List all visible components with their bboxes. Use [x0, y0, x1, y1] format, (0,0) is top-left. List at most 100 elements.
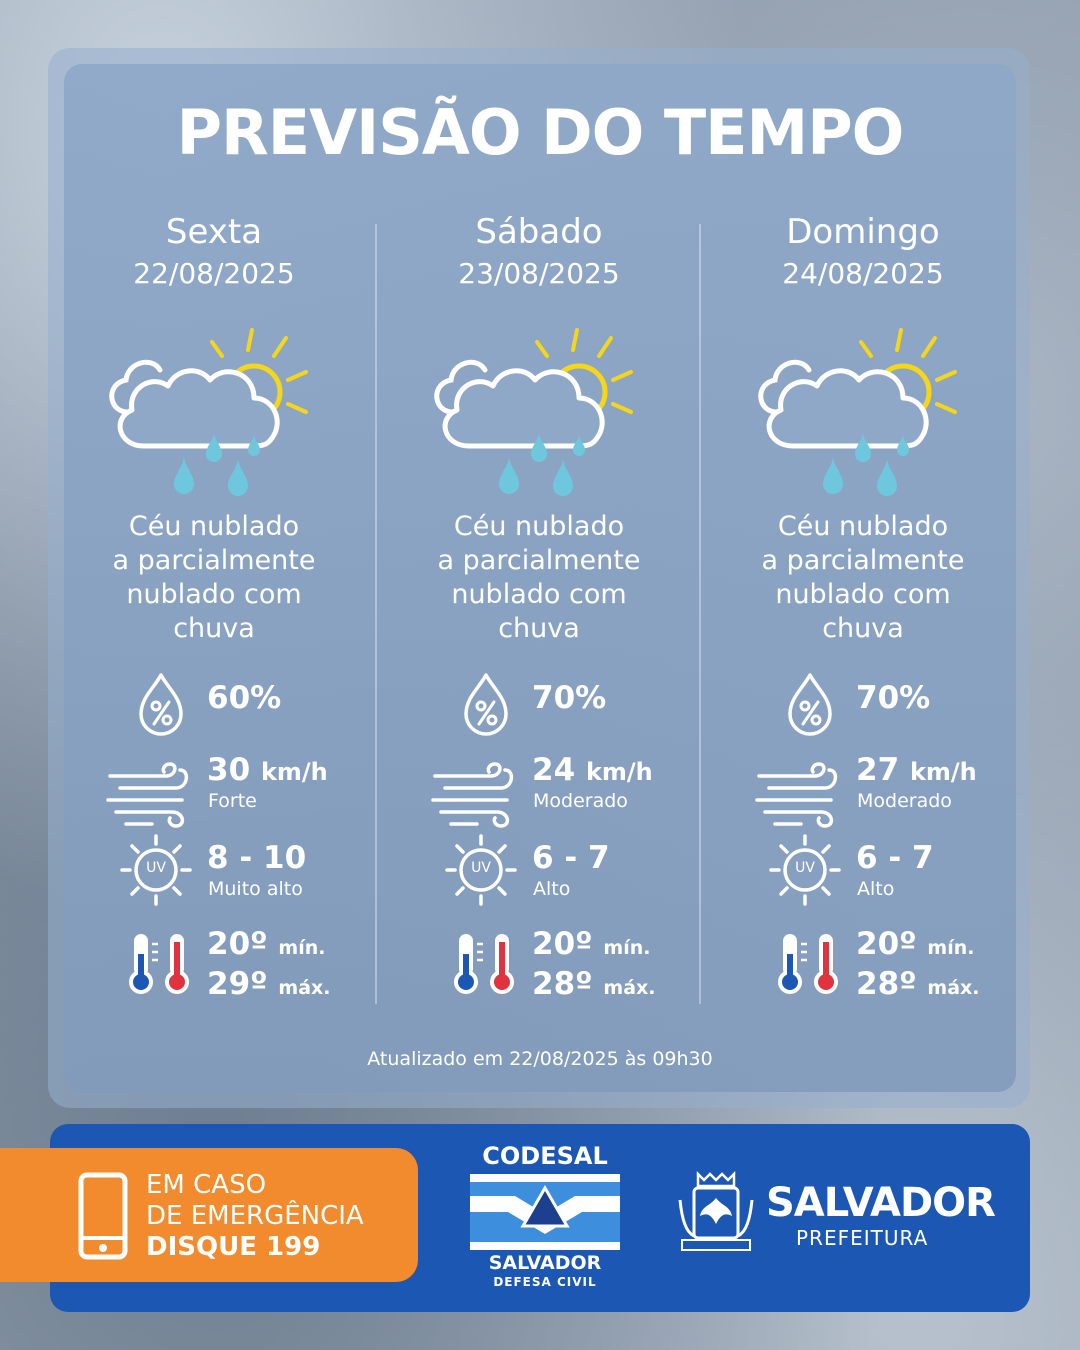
day-column: Sexta 22/08/2025 Céu nublado a parcialme…: [64, 210, 364, 1002]
wind-row: 24 km/h Moderado: [389, 748, 689, 828]
salvador-logo-sub: PREFEITURA: [796, 1226, 929, 1250]
forecast-panel: [64, 64, 1016, 1092]
temp-min-label: mín.: [927, 937, 975, 959]
wind-icon: [755, 762, 838, 828]
codesal-logo-sub: DEFESA CIVIL: [493, 1275, 597, 1289]
temp-min-label: mín.: [278, 937, 326, 959]
description-line: a parcialmente: [437, 545, 641, 576]
rain-cloud-sun-icon: [434, 328, 633, 496]
temp-max-label: máx.: [278, 977, 331, 999]
temp-min-value: 20º: [856, 926, 917, 962]
description-line: nublado com: [126, 579, 302, 610]
rain-chance-row: 70%: [713, 666, 1013, 736]
phone-icon: [78, 1172, 128, 1260]
day-date: 24/08/2025: [782, 257, 944, 290]
day-date: 23/08/2025: [458, 257, 620, 290]
description-line: chuva: [173, 613, 255, 644]
emergency-phone: DISQUE 199: [146, 1232, 321, 1262]
rain-chance-row: 60%: [64, 666, 364, 736]
uv-value: 6 - 7: [532, 840, 610, 876]
rain-chance-value: 60%: [207, 680, 282, 716]
wind-icon: [106, 762, 189, 828]
uv-icon-label: UV: [146, 860, 166, 876]
emergency-line-2: DE EMERGÊNCIA: [146, 1201, 364, 1231]
temp-min-value: 20º: [532, 926, 593, 962]
uv-sun-icon: [445, 834, 517, 906]
uv-icon-label: UV: [795, 860, 815, 876]
description-line: Céu nublado: [777, 511, 949, 542]
wind-speed-value: 27: [856, 752, 900, 788]
wind-speed-unit: km/h: [260, 758, 328, 786]
uv-label: Muito alto: [208, 878, 303, 900]
day-name: Sábado: [475, 212, 603, 252]
rain-cloud-sun-icon: [109, 328, 308, 496]
wind-speed-unit: km/h: [909, 758, 977, 786]
description-line: chuva: [822, 613, 904, 644]
thermometers-icon: [129, 934, 189, 994]
description-line: a parcialmente: [112, 545, 316, 576]
description-line: nublado com: [775, 579, 951, 610]
uv-label: Alto: [533, 878, 571, 900]
uv-row: 8 - 10 Muito alto UV: [64, 834, 364, 906]
rain-chance-value: 70%: [532, 680, 607, 716]
codesal-logo-icon: [470, 1174, 620, 1250]
wind-speed-unit: km/h: [585, 758, 653, 786]
description-line: a parcialmente: [761, 545, 965, 576]
wind-row: 30 km/h Forte: [64, 748, 364, 828]
temperature-row: 20º mín. 28º máx.: [389, 926, 689, 1002]
column-divider: [375, 224, 377, 1004]
description-line: Céu nublado: [128, 511, 300, 542]
temp-max-value: 28º: [532, 966, 593, 1002]
salvador-coat-of-arms-icon: [678, 1170, 754, 1251]
page-title: PREVISÃO DO TEMPO: [176, 96, 905, 169]
emergency-line-1: EM CASO: [146, 1170, 267, 1200]
wind-label: Forte: [208, 790, 257, 812]
codesal-logo-title: CODESAL: [482, 1142, 608, 1170]
temp-max-value: 29º: [207, 966, 268, 1002]
day-name: Sexta: [165, 212, 263, 252]
weather-description: Céu nublado a parcialmente nublado com c…: [713, 510, 1013, 646]
description-line: chuva: [498, 613, 580, 644]
emergency-banner[interactable]: [0, 1148, 418, 1282]
temp-min-label: mín.: [603, 937, 651, 959]
rain-cloud-sun-icon: [758, 328, 957, 496]
day-date: 22/08/2025: [133, 257, 295, 290]
temp-max-value: 28º: [856, 966, 917, 1002]
salvador-logo-title: SALVADOR: [766, 1180, 996, 1226]
uv-label: Alto: [857, 878, 895, 900]
wind-label: Moderado: [533, 790, 628, 812]
weather-description: Céu nublado a parcialmente nublado com c…: [389, 510, 689, 646]
wind-row: 27 km/h Moderado: [713, 748, 1013, 828]
thermometers-icon: [454, 934, 514, 994]
temp-min-value: 20º: [207, 926, 268, 962]
wind-icon: [431, 762, 514, 828]
uv-icon-label: UV: [471, 860, 491, 876]
wind-label: Moderado: [857, 790, 952, 812]
day-column: Domingo 24/08/2025 Céu nublado a parcial…: [713, 210, 1013, 1002]
uv-row: 6 - 7 Alto UV: [389, 834, 689, 906]
rain-drop-percent-icon: [139, 673, 183, 736]
uv-value: 6 - 7: [856, 840, 934, 876]
temp-max-label: máx.: [603, 977, 656, 999]
day-column: Sábado 23/08/2025 Céu nublado a parcialm…: [389, 210, 689, 1002]
codesal-logo-city: SALVADOR: [488, 1252, 602, 1274]
uv-row: 6 - 7 Alto UV: [713, 834, 1013, 906]
description-line: Céu nublado: [453, 511, 625, 542]
temp-max-label: máx.: [927, 977, 980, 999]
rain-drop-percent-icon: [464, 673, 508, 736]
wind-speed-value: 30: [207, 752, 251, 788]
wind-speed-value: 24: [532, 752, 576, 788]
thermometers-icon: [778, 934, 838, 994]
column-divider: [699, 224, 701, 1004]
rain-chance-row: 70%: [389, 666, 689, 736]
rain-chance-value: 70%: [856, 680, 931, 716]
description-line: nublado com: [451, 579, 627, 610]
uv-sun-icon: [120, 834, 192, 906]
updated-timestamp: Atualizado em 22/08/2025 às 09h30: [367, 1048, 713, 1070]
temperature-row: 20º mín. 28º máx.: [713, 926, 1013, 1002]
emergency-text: EM CASO DE EMERGÊNCIA DISQUE 199: [146, 1170, 364, 1263]
temperature-row: 20º mín. 29º máx.: [64, 926, 364, 1002]
uv-value: 8 - 10: [207, 840, 307, 876]
day-name: Domingo: [786, 212, 940, 252]
weather-description: Céu nublado a parcialmente nublado com c…: [64, 510, 364, 646]
